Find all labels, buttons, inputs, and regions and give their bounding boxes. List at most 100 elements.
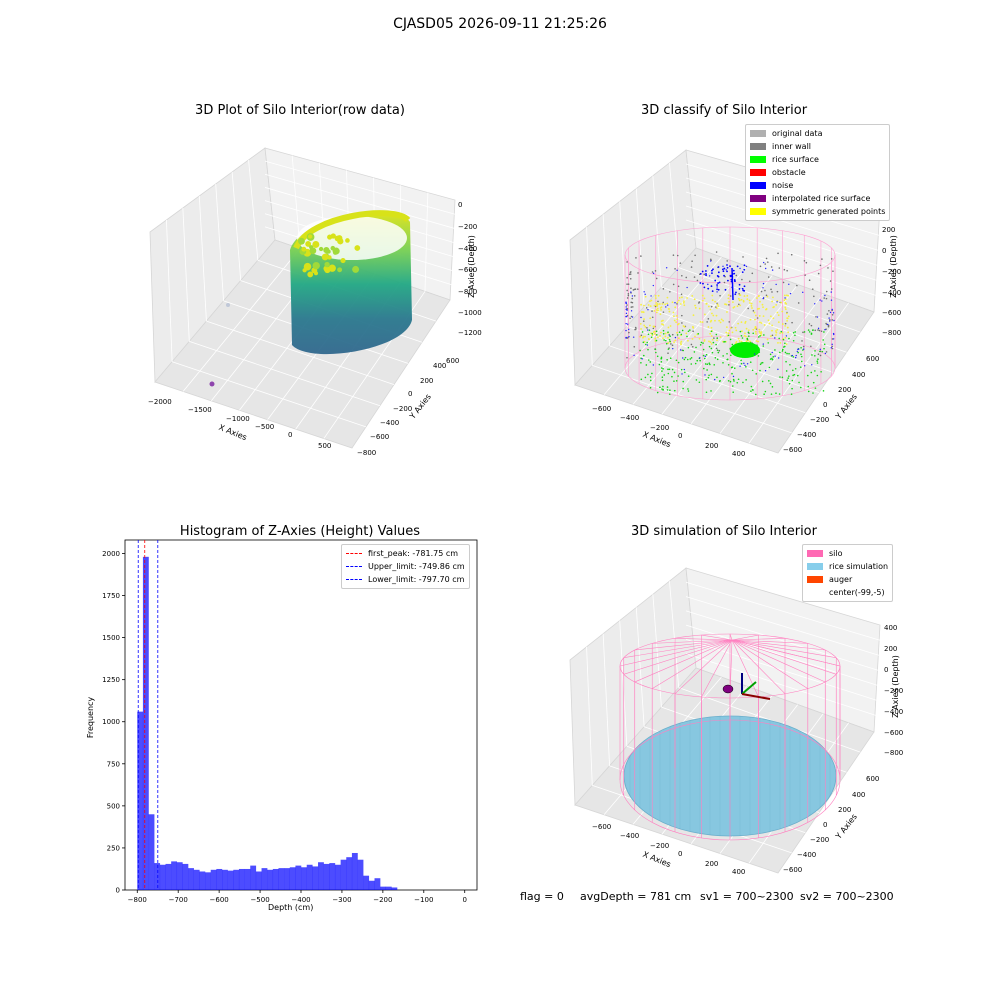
- symmetric-point: [703, 340, 706, 342]
- rice-surface-point: [642, 341, 645, 344]
- histogram-bar: [250, 865, 257, 890]
- rice-surface-point: [662, 385, 664, 388]
- symmetric-point: [757, 340, 760, 343]
- symmetric-point: [784, 336, 787, 339]
- rice-surface-point: [716, 376, 718, 379]
- rice-surface-point: [807, 329, 810, 331]
- symmetric-point: [710, 343, 713, 345]
- wall-point: [626, 356, 628, 359]
- legend-entry: auger: [807, 573, 888, 586]
- simulation-x-tick: −400: [620, 832, 640, 840]
- axis-y-arrow: [741, 681, 757, 695]
- symmetric-point: [659, 313, 662, 316]
- legend-label: first_peak: -781.75 cm: [368, 549, 459, 558]
- noise-point: [646, 344, 649, 346]
- rice-surface-point: [778, 393, 781, 395]
- rice-surface-point: [821, 350, 824, 353]
- rice-surface-point: [820, 371, 822, 373]
- symmetric-point: [653, 304, 656, 307]
- symmetric-point: [737, 337, 740, 340]
- legend-label: inner wall: [772, 142, 812, 151]
- wall-point: [828, 309, 830, 312]
- rice-surface-point: [671, 375, 673, 378]
- rice-surface-point: [731, 366, 734, 368]
- histogram-bar: [216, 868, 223, 890]
- raw-point: [352, 265, 360, 273]
- noise-point: [826, 323, 829, 326]
- symmetric-point: [692, 325, 694, 328]
- rice-surface-point: [690, 363, 693, 365]
- wall-point: [808, 323, 811, 325]
- symmetric-point: [701, 299, 704, 302]
- wall-point: [630, 301, 633, 304]
- symmetric-point: [649, 317, 652, 320]
- rice-surface-point: [750, 385, 753, 388]
- rice-surface-point: [749, 361, 752, 363]
- grid-line: [661, 286, 847, 353]
- symmetric-point: [678, 296, 681, 299]
- wall-point: [748, 280, 751, 283]
- rice-surface-point: [797, 351, 799, 354]
- symmetric-point: [644, 295, 647, 298]
- symmetric-point: [779, 341, 782, 344]
- symmetric-point: [772, 306, 775, 309]
- histogram-bar: [188, 868, 194, 890]
- symmetric-point: [640, 303, 642, 306]
- wall-point: [796, 284, 798, 287]
- histogram-bar: [176, 862, 183, 890]
- silo-roof-wire: [634, 639, 733, 683]
- rice-surface-point: [745, 366, 747, 368]
- rice-surface-point: [822, 390, 825, 392]
- legend-label: noise: [772, 181, 794, 190]
- symmetric-point: [784, 301, 787, 304]
- symmetric-point: [727, 294, 730, 297]
- wall-point: [630, 287, 632, 290]
- noise-point: [784, 297, 786, 299]
- symmetric-point: [664, 335, 667, 338]
- symmetric-point: [738, 294, 741, 297]
- symmetric-point: [759, 321, 761, 324]
- noise-point: [721, 268, 724, 271]
- raw-x-tick: −1000: [226, 415, 250, 423]
- symmetric-point: [654, 294, 657, 297]
- wall-point: [671, 344, 674, 347]
- rice-surface-point: [663, 339, 665, 341]
- wall-point: [707, 318, 710, 320]
- noise-point: [705, 272, 707, 275]
- rice-surface-point: [729, 380, 732, 383]
- wall-point: [825, 351, 828, 353]
- silo-roof-wire: [652, 639, 733, 644]
- noise-point: [650, 295, 652, 297]
- rice-surface-point: [675, 380, 678, 382]
- simulation-z-tick: −200: [884, 687, 904, 695]
- grid-line: [685, 233, 881, 298]
- simulation-x-tick: 400: [732, 868, 746, 876]
- raw-z-tick: −1200: [458, 329, 482, 337]
- noise-point: [714, 378, 716, 381]
- simulation-x-tick: −200: [650, 842, 670, 850]
- noise-point: [830, 299, 833, 301]
- rice-surface-point: [731, 343, 734, 346]
- wall-point: [817, 353, 820, 355]
- wall-point: [652, 327, 655, 330]
- rice-surface-point: [663, 374, 666, 376]
- symmetric-point: [777, 341, 779, 344]
- symmetric-point: [667, 342, 670, 345]
- symmetric-point: [707, 305, 710, 308]
- classify-x-tick: 200: [705, 442, 719, 450]
- histogram-bar: [222, 869, 228, 890]
- symmetric-point: [680, 343, 682, 346]
- rice-surface-point: [737, 378, 740, 381]
- rice-surface-point: [677, 375, 679, 377]
- wall-point: [626, 297, 629, 299]
- symmetric-point: [766, 295, 769, 298]
- symmetric-point: [784, 308, 787, 311]
- noise-point: [743, 285, 746, 288]
- symmetric-point: [744, 332, 746, 335]
- symmetric-point: [735, 341, 738, 343]
- noise-point: [777, 357, 780, 359]
- wall-point: [751, 272, 754, 275]
- legend-swatch: [750, 182, 766, 189]
- rice-surface-point: [673, 380, 675, 382]
- rice-surface-point: [736, 381, 739, 384]
